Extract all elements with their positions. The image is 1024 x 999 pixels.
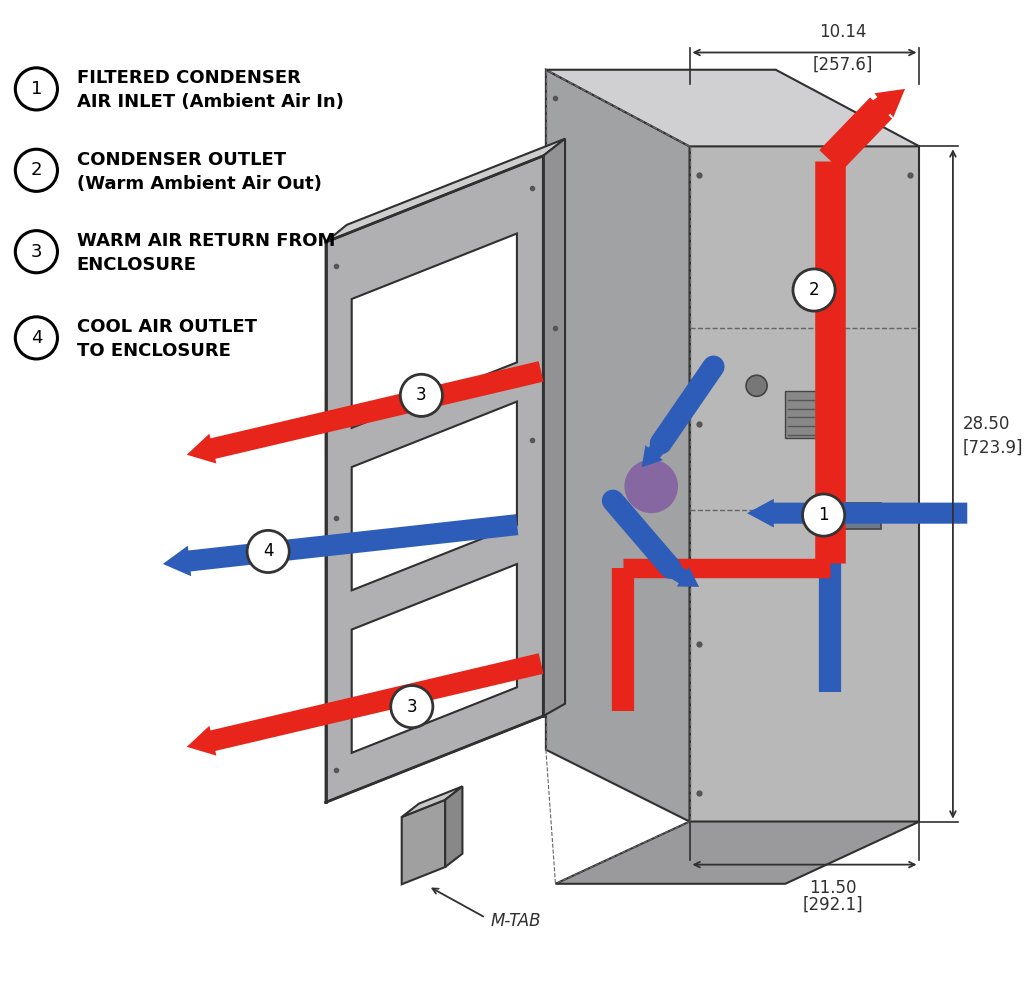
Circle shape	[15, 231, 57, 273]
Polygon shape	[689, 147, 920, 821]
FancyArrow shape	[656, 556, 699, 586]
Text: 1: 1	[818, 506, 829, 524]
Circle shape	[391, 685, 433, 727]
Circle shape	[803, 494, 845, 536]
Text: 11.50: 11.50	[809, 879, 857, 897]
Polygon shape	[326, 139, 565, 242]
Text: COOL AIR OUTLET: COOL AIR OUTLET	[77, 319, 257, 337]
Circle shape	[746, 376, 767, 397]
Text: 3: 3	[31, 243, 42, 261]
Polygon shape	[401, 800, 445, 884]
Circle shape	[625, 460, 678, 513]
FancyArrow shape	[186, 362, 544, 464]
Circle shape	[247, 530, 289, 572]
Text: 2: 2	[809, 281, 819, 299]
Polygon shape	[546, 70, 920, 147]
FancyArrow shape	[855, 89, 905, 131]
Circle shape	[400, 375, 442, 417]
Polygon shape	[351, 564, 517, 753]
Text: M-TAB: M-TAB	[490, 912, 541, 930]
Text: 2: 2	[31, 161, 42, 179]
FancyArrow shape	[163, 514, 518, 576]
FancyArrow shape	[748, 499, 968, 527]
Text: [292.1]: [292.1]	[803, 895, 863, 913]
Bar	[838, 502, 881, 529]
Text: FILTERED CONDENSER: FILTERED CONDENSER	[77, 69, 300, 87]
Text: 10.14: 10.14	[819, 23, 866, 41]
Text: (Warm Ambient Air Out): (Warm Ambient Air Out)	[77, 175, 322, 193]
Polygon shape	[351, 402, 517, 590]
Text: 3: 3	[416, 387, 427, 405]
FancyArrow shape	[186, 653, 544, 755]
Text: [723.9]: [723.9]	[963, 439, 1023, 457]
Text: TO ENCLOSURE: TO ENCLOSURE	[77, 343, 230, 361]
Circle shape	[15, 149, 57, 192]
Text: 4: 4	[31, 329, 42, 347]
Text: [257.6]: [257.6]	[813, 55, 873, 73]
Polygon shape	[445, 786, 463, 867]
Text: 28.50: 28.50	[963, 416, 1010, 434]
Text: 1: 1	[31, 80, 42, 98]
Text: WARM AIR RETURN FROM: WARM AIR RETURN FROM	[77, 232, 335, 250]
Circle shape	[15, 317, 57, 359]
Text: ENCLOSURE: ENCLOSURE	[77, 256, 197, 274]
FancyArrow shape	[642, 429, 676, 468]
Polygon shape	[546, 70, 689, 821]
FancyArrow shape	[820, 166, 841, 563]
Polygon shape	[555, 821, 920, 884]
Polygon shape	[351, 234, 517, 428]
Circle shape	[793, 269, 836, 311]
Circle shape	[15, 68, 57, 110]
Polygon shape	[326, 156, 543, 802]
Bar	[785, 391, 838, 439]
Text: 3: 3	[407, 697, 417, 715]
Text: CONDENSER OUTLET: CONDENSER OUTLET	[77, 151, 286, 169]
Text: AIR INLET (Ambient Air In): AIR INLET (Ambient Air In)	[77, 93, 343, 111]
Polygon shape	[543, 139, 565, 716]
Text: 4: 4	[263, 542, 273, 560]
Polygon shape	[401, 786, 463, 817]
